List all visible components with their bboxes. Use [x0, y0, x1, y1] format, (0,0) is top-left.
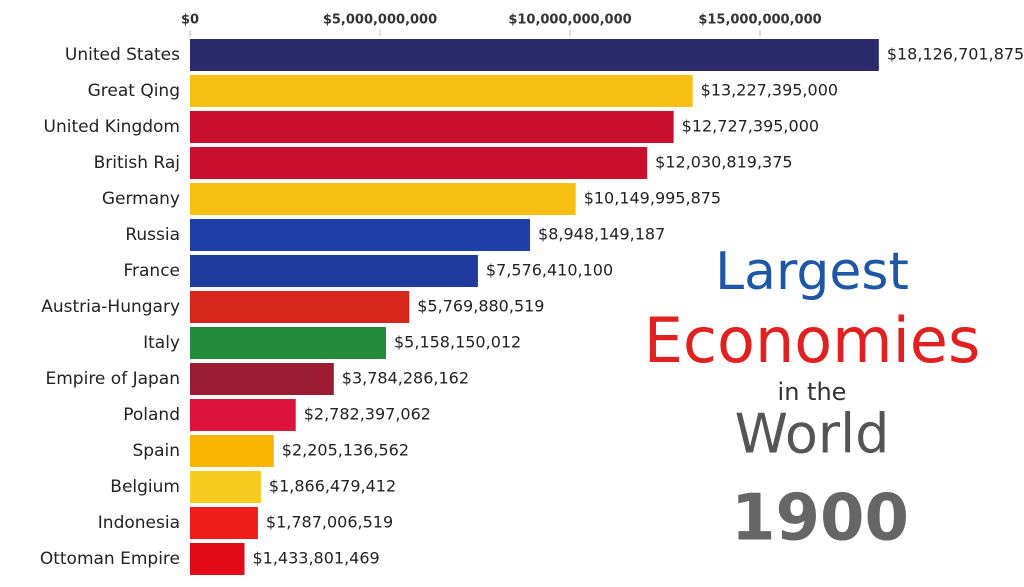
category-label: United Kingdom [44, 117, 180, 137]
category-label: United States [65, 45, 180, 65]
value-label: $5,158,150,012 [394, 333, 521, 352]
category-label: Ottoman Empire [40, 549, 180, 569]
x-tick-label: $0 [181, 13, 199, 28]
x-tick-label: $15,000,000,000 [698, 13, 821, 28]
title-line: World [735, 403, 890, 466]
value-label: $2,205,136,562 [282, 441, 409, 460]
bar [190, 111, 674, 143]
value-label: $12,727,395,000 [682, 117, 819, 136]
bar [190, 507, 258, 539]
x-tick-label: $10,000,000,000 [508, 13, 631, 28]
title-line: Largest [715, 242, 909, 302]
bar [190, 399, 296, 431]
category-label: Russia [125, 225, 180, 245]
value-label: $18,126,701,875 [887, 45, 1024, 64]
bar [190, 219, 531, 251]
bar [190, 327, 387, 359]
value-label: $1,866,479,412 [269, 477, 396, 496]
category-label: France [123, 261, 180, 281]
value-label: $1,433,801,469 [252, 549, 379, 568]
title-line: in the [778, 378, 847, 406]
category-label: Spain [133, 441, 181, 461]
category-label: Indonesia [98, 513, 180, 533]
value-label: $13,227,395,000 [701, 81, 838, 100]
category-label: Germany [102, 189, 180, 209]
value-label: $7,576,410,100 [486, 261, 613, 280]
value-label: $12,030,819,375 [655, 153, 792, 172]
category-label: Austria-Hungary [41, 297, 180, 317]
bar [190, 255, 478, 287]
value-label: $8,948,149,187 [538, 225, 665, 244]
title-line: Economies [644, 304, 981, 377]
bar [190, 39, 879, 71]
value-label: $1,787,006,519 [266, 513, 393, 532]
value-label: $10,149,995,875 [584, 189, 721, 208]
category-label: Italy [143, 333, 180, 353]
bar [190, 435, 274, 467]
bar [190, 75, 693, 107]
bar [190, 291, 410, 323]
value-label: $3,784,286,162 [342, 369, 469, 388]
category-label: British Raj [94, 153, 180, 173]
bar [190, 471, 261, 503]
year-label: 1900 [731, 482, 909, 556]
category-label: Great Qing [88, 81, 180, 101]
value-label: $2,782,397,062 [304, 405, 431, 424]
bar [190, 147, 648, 179]
category-label: Belgium [110, 477, 180, 497]
bar [190, 183, 576, 215]
category-label: Poland [123, 405, 180, 425]
value-label: $5,769,880,519 [417, 297, 544, 316]
bar [190, 543, 245, 575]
bar [190, 363, 334, 395]
x-tick-label: $5,000,000,000 [323, 13, 437, 28]
category-label: Empire of Japan [46, 369, 181, 389]
